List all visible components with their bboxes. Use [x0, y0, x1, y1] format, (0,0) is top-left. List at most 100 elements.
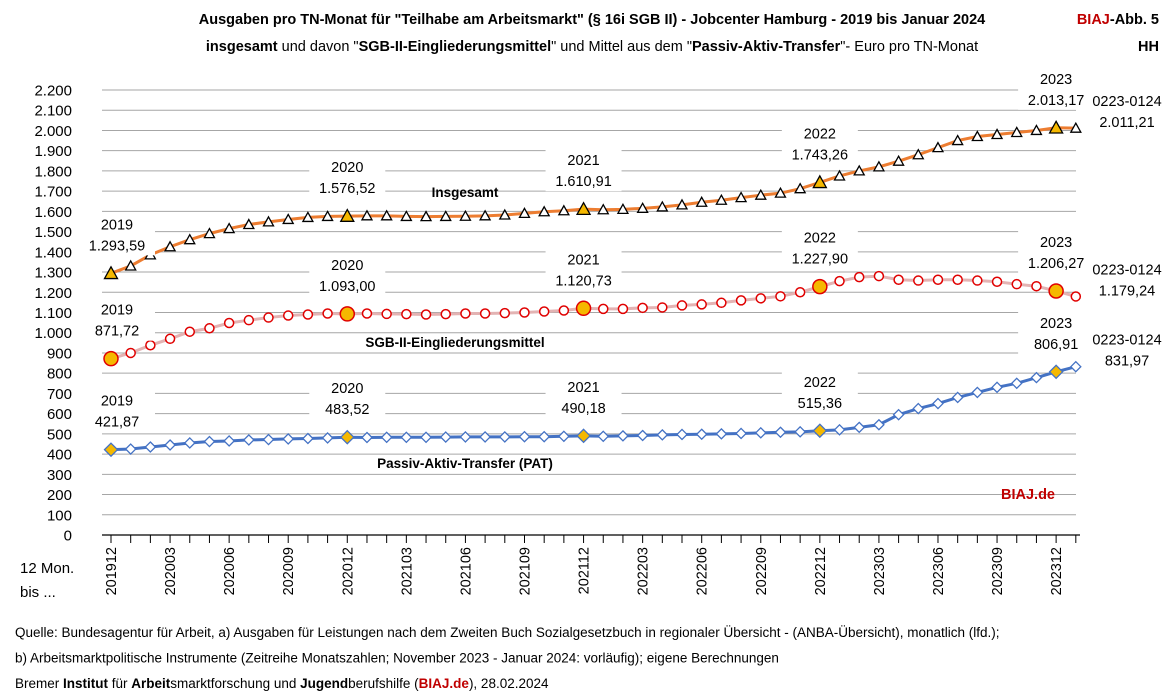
value-label: 483,52: [325, 402, 369, 418]
value-label: 490,18: [561, 401, 605, 417]
value-label: 1.610,91: [555, 174, 611, 190]
data-point: [282, 213, 295, 225]
x-tick-label: 202212: [813, 547, 829, 595]
data-point: [912, 148, 925, 160]
data-point: [103, 442, 119, 458]
x-tick-label: 202103: [399, 547, 415, 595]
text-run: smarktforschung und: [170, 676, 300, 691]
text-run: und davon ": [278, 39, 359, 55]
x-tick-label: 201912: [104, 547, 120, 595]
label-box: [781, 370, 858, 413]
y-tick-label: 1.400: [34, 244, 72, 261]
label-box: [1018, 231, 1095, 274]
data-point: [380, 209, 393, 221]
data-point: [282, 310, 294, 321]
value-label: 1.093,00: [319, 279, 375, 295]
x-tick-label: 202109: [517, 547, 533, 595]
value-label: 1.743,26: [792, 147, 848, 163]
value-label: 1.227,90: [792, 252, 848, 268]
data-point: [812, 278, 828, 295]
data-point: [972, 275, 983, 286]
x-tick-label: 202312: [1049, 547, 1065, 595]
data-point: [893, 274, 904, 285]
data-point: [617, 303, 629, 315]
data-point: [695, 195, 708, 207]
x-tick-label: 202006: [222, 547, 238, 595]
text-line: Ausgaben pro TN-Monat für "Teilhabe am A…: [199, 12, 985, 28]
data-point: [598, 303, 609, 315]
text-run: Arbeit: [131, 676, 171, 691]
data-point: [479, 308, 491, 319]
data-point: [656, 200, 669, 212]
data-point: [339, 429, 355, 445]
data-point: [518, 207, 531, 219]
data-point: [401, 308, 412, 320]
data-point: [242, 434, 255, 446]
value-label: 1.120,73: [555, 273, 611, 289]
text-line: Bremer Institut für Arbeitsmarktforschun…: [15, 676, 549, 691]
data-point: [498, 430, 511, 443]
data-point: [322, 308, 333, 319]
data-point: [775, 291, 786, 302]
data-point: [558, 305, 570, 316]
text-run: Jugend: [300, 676, 348, 691]
point-label: 2019: [101, 303, 133, 319]
data-point: [339, 306, 356, 322]
data-point: [597, 430, 610, 443]
data-point: [184, 326, 196, 337]
text-run: für: [108, 676, 131, 691]
data-point: [637, 302, 648, 314]
point-label: 2023: [1040, 235, 1072, 251]
value-label: 1.179,24: [1099, 283, 1155, 299]
point-label: 2019: [101, 217, 133, 233]
data-point: [696, 299, 707, 310]
data-point: [951, 134, 964, 146]
point-label: 0223-0124: [1092, 262, 1161, 278]
data-point: [223, 435, 236, 447]
data-point: [263, 312, 274, 323]
data-point: [1011, 278, 1022, 290]
y-tick-label: 500: [47, 426, 72, 443]
data-point: [538, 205, 551, 217]
data-point: [204, 323, 215, 334]
value-label: 515,36: [798, 396, 842, 412]
data-point: [932, 274, 944, 285]
data-point: [103, 350, 119, 367]
label-box: [309, 156, 386, 199]
data-point: [440, 308, 451, 320]
data-point: [853, 164, 866, 176]
data-point: [262, 215, 275, 227]
data-point: [991, 276, 1003, 288]
data-point: [419, 210, 433, 222]
data-point: [262, 433, 275, 446]
x-tick-label: 202106: [458, 547, 474, 595]
data-point: [1010, 126, 1023, 138]
label-box: [79, 213, 155, 256]
value-label: 831,97: [1105, 354, 1149, 370]
data-point: [952, 274, 963, 285]
label-box: [309, 377, 386, 420]
text-run: "- Euro pro TN-Monat: [840, 39, 978, 55]
data-point: [576, 428, 591, 444]
value-label: 1.206,27: [1028, 256, 1084, 272]
data-point: [164, 333, 176, 345]
y-tick-label: 2.000: [34, 123, 72, 140]
text-run: berufshilfe (: [348, 676, 419, 691]
data-point: [755, 293, 767, 304]
data-point: [400, 210, 413, 222]
text-run: b) Arbeitsmarktpolitische Instrumente (Z…: [15, 651, 779, 666]
text-line: HH: [1138, 39, 1159, 55]
data-point: [1069, 121, 1082, 133]
data-point: [124, 443, 137, 455]
data-point: [575, 300, 592, 317]
data-point: [971, 386, 984, 399]
data-point: [834, 275, 845, 287]
data-point: [1048, 283, 1064, 299]
data-point: [812, 423, 828, 439]
value-label: 871,72: [95, 324, 139, 340]
data-point: [538, 306, 550, 317]
data-point: [991, 381, 1003, 394]
data-point: [479, 430, 492, 443]
data-point: [223, 222, 236, 234]
data-point: [360, 209, 374, 221]
